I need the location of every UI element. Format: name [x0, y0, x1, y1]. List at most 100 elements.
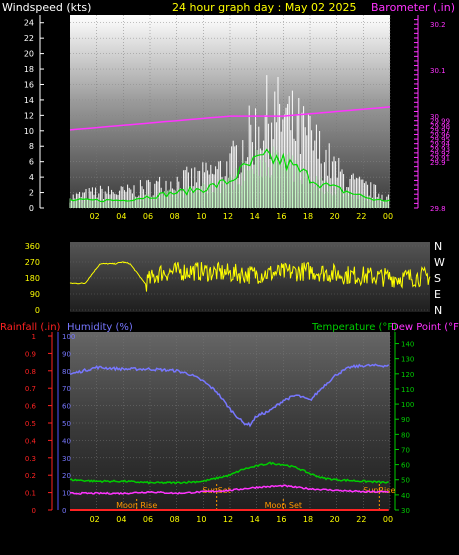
barometer-tick-label: 29.9 — [430, 159, 446, 167]
lower-x-ticks: 02 04 06 08 10 12 14 16 18 20 22 00 — [90, 515, 394, 524]
temperature-tick-label: 90 — [401, 416, 410, 424]
lower-time-tick-label: 12 — [223, 515, 233, 524]
time-tick-label: 04 — [116, 212, 126, 221]
humidity-tick-label: 90 — [62, 350, 71, 358]
lower-time-tick-label: 06 — [143, 515, 153, 524]
wind-axis-title: Windspeed (kts) — [2, 1, 91, 14]
barometer-tick-label: 29.98 — [430, 122, 450, 130]
rainfall-tick-label: 0.3 — [25, 455, 36, 463]
wind-tick-label: 2 — [29, 189, 34, 198]
barometer-tick-label: 29.96 — [430, 131, 451, 139]
rainfall-tick-label: 0.6 — [25, 403, 37, 411]
wind-tick-label: 4 — [29, 173, 34, 182]
humidity-tick-label: 60 — [62, 403, 71, 411]
lower-time-tick-label: 00 — [383, 515, 393, 524]
dewpoint-series — [70, 484, 389, 495]
lower-time-tick-label: 02 — [90, 515, 100, 524]
temperature-tick-label: 50 — [401, 477, 410, 485]
temperature-tick-label: 120 — [401, 371, 414, 379]
temperature-tick-label: 140 — [401, 341, 414, 349]
temperature-tick-label: 70 — [401, 446, 410, 454]
temperature-series — [69, 461, 389, 485]
temperature-tick-label: 60 — [401, 462, 410, 470]
temperature-tick-label: 30 — [401, 507, 410, 515]
rainfall-tick-label: 0.5 — [25, 420, 36, 428]
rainfall-tick-label: 0.2 — [25, 472, 36, 480]
compass-label: S — [434, 272, 441, 285]
lower-time-tick-label: 14 — [250, 515, 260, 524]
temperature-tick-label: 40 — [401, 492, 410, 500]
humidity-tick-label: 50 — [62, 420, 71, 428]
time-tick-label: 02 — [90, 212, 100, 221]
direction-tick-label: 180 — [25, 274, 40, 283]
barometer-ticks: 29.829.929.9129.9229.9329.9429.9529.9629… — [414, 19, 451, 213]
lower-time-tick-label: 16 — [276, 515, 286, 524]
wind-tick-label: 22 — [24, 34, 34, 43]
temperature-tick-label: 110 — [401, 386, 414, 394]
rainfall-tick-label: 1 — [32, 333, 36, 341]
wind-tick-label: 20 — [24, 50, 34, 59]
humidity-tick-label: 10 — [62, 490, 71, 498]
lower-time-tick-label: 20 — [330, 515, 340, 524]
humidity-tick-label: 70 — [62, 385, 71, 393]
compass-label: N — [434, 240, 442, 253]
barometer-tick-label: 30.2 — [430, 21, 446, 29]
rainfall-tick-label: 0 — [32, 507, 36, 515]
wind-tick-label: 18 — [24, 65, 34, 74]
wind-tick-label: 8 — [29, 142, 34, 151]
time-tick-label: 14 — [250, 212, 260, 221]
event-label: SunSet — [202, 486, 230, 495]
time-tick-label: 16 — [276, 212, 286, 221]
time-tick-label: 12 — [223, 212, 233, 221]
wind-average-line — [69, 148, 391, 203]
compass-label: E — [434, 288, 441, 301]
barometer-axis-title: Barometer (.in) — [371, 1, 455, 14]
time-tick-label: 06 — [143, 212, 153, 221]
temperature-axis-title: Temperature (°F) — [311, 322, 397, 333]
direction-tick-label: 270 — [25, 258, 40, 267]
time-tick-label: 18 — [303, 212, 313, 221]
compass-label: N — [434, 304, 442, 317]
wind-tick-label: 0 — [29, 204, 34, 213]
humidity-tick-label: 0 — [62, 507, 66, 515]
event-label: Moon Set — [265, 501, 302, 510]
lower-time-tick-label: 10 — [196, 515, 206, 524]
humidity-tick-label: 100 — [62, 333, 75, 341]
event-label: Moon Rise — [116, 501, 157, 510]
humidity-series — [69, 363, 390, 428]
lower-time-tick-label: 18 — [303, 515, 313, 524]
time-tick-label: 10 — [196, 212, 206, 221]
wind-tick-label: 16 — [24, 80, 34, 89]
wind-tick-label: 6 — [29, 158, 34, 167]
wind-tick-label: 24 — [24, 19, 34, 28]
wind-average-series — [69, 146, 391, 208]
temperature-ticks: 30 40 50 60 70 80 90 100 110 120 130 140 — [395, 341, 414, 515]
barometer-tick-label: 29.92 — [430, 150, 450, 158]
time-tick-label: 08 — [170, 212, 180, 221]
dewpoint-axis-title: Dew Point (°F) — [391, 322, 459, 333]
direction-tick-label: 90 — [30, 290, 40, 299]
barometer-tick-label: 29.97 — [430, 127, 450, 135]
barometer-series — [69, 106, 391, 131]
rainfall-tick-label: 0.7 — [25, 385, 36, 393]
barometer-tick-label: 29.91 — [430, 154, 450, 162]
barometer-tick-label: 30.1 — [430, 67, 446, 75]
time-tick-label: 20 — [330, 212, 340, 221]
humidity-tick-label: 80 — [62, 368, 71, 376]
humidity-ticks: 0 10 20 30 40 50 60 70 80 90 100 — [62, 333, 75, 515]
wind-x-ticks: 02 04 06 08 10 12 14 16 18 20 22 00 — [90, 212, 394, 221]
temperature-tick-label: 80 — [401, 431, 410, 439]
rainfall-tick-label: 0.9 — [25, 350, 36, 358]
humidity-tick-label: 30 — [62, 455, 71, 463]
rainfall-tick-label: 0.4 — [25, 437, 37, 445]
time-tick-label: 22 — [356, 212, 366, 221]
lower-time-tick-label: 04 — [116, 515, 126, 524]
direction-y-ticks: 360 270 180 90 0 — [25, 242, 40, 315]
event-label: SunRise — [363, 486, 395, 495]
wind-direction-series — [69, 261, 431, 292]
wind-tick-label: 12 — [24, 111, 34, 120]
time-tick-label: 00 — [383, 212, 393, 221]
astronomy-events: Moon Rise SunSet Moon Set SunRise — [116, 484, 395, 510]
